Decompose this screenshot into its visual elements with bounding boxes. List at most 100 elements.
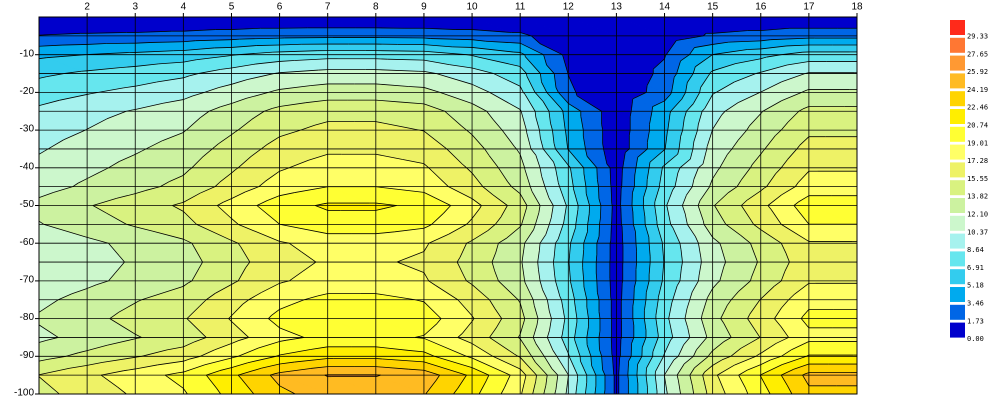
contour-line (218, 134, 232, 145)
contour-line (183, 29, 216, 32)
contour-line (186, 117, 201, 131)
contour-line (697, 111, 703, 125)
contour-line (762, 100, 782, 112)
contour-line (746, 190, 761, 201)
contour-line (757, 352, 761, 356)
contour-line (627, 361, 630, 376)
contour-line (714, 206, 727, 225)
contour-line (542, 148, 554, 163)
contour-line (183, 95, 193, 100)
contour-line (689, 367, 695, 376)
contour-line (781, 92, 802, 101)
contour-line (485, 374, 490, 381)
contour-line (701, 299, 708, 315)
contour-line (532, 325, 538, 338)
contour-line (697, 124, 699, 131)
colorbar-swatch (950, 287, 965, 302)
contour-line (160, 180, 170, 187)
contour-line (457, 374, 467, 389)
contour-line (770, 37, 809, 41)
contour-line (775, 337, 789, 344)
contour-line (767, 205, 772, 210)
contour-line (183, 192, 201, 203)
contour-line (231, 27, 261, 30)
contour-line (598, 198, 602, 206)
contour-line (466, 167, 473, 174)
colorbar-swatch (950, 20, 965, 35)
contour-line (551, 368, 559, 376)
contour-line (120, 66, 136, 68)
x-tick-label: 2 (84, 2, 90, 13)
contour-line (288, 270, 304, 282)
contour-line (431, 212, 444, 225)
y-tick-label: -10 (20, 48, 35, 59)
contour-line (423, 27, 456, 30)
contour-line (464, 277, 467, 282)
contour-line (656, 224, 663, 243)
contour-line (38, 359, 48, 362)
contour-line (162, 132, 184, 142)
contour-line (633, 280, 637, 288)
y-tick-label: -60 (20, 237, 35, 248)
contour-line (123, 368, 136, 372)
contour-line (198, 261, 203, 269)
contour-line (537, 250, 540, 263)
contour-line (238, 337, 249, 341)
contour-line (466, 280, 473, 285)
contour-line (580, 360, 588, 376)
contour-line (261, 282, 280, 293)
contour-line (567, 75, 577, 93)
contour-line (558, 92, 569, 104)
x-tick-label: 3 (132, 2, 138, 13)
contour-line (531, 356, 536, 363)
contour-line (673, 355, 679, 361)
contour-line (511, 186, 521, 194)
contour-line (172, 205, 184, 212)
colorbar-swatch (950, 198, 965, 213)
contour-line (570, 168, 574, 187)
contour-line (726, 299, 732, 306)
contour-line (158, 61, 184, 65)
contour-line (471, 67, 494, 74)
contour-line (157, 360, 184, 366)
contour-line (799, 136, 810, 146)
contour-line (286, 337, 305, 341)
colorbar-swatch (950, 126, 965, 142)
contour-line (519, 42, 544, 56)
contour-line (668, 320, 674, 338)
contour-line (781, 349, 792, 357)
contour-line (541, 176, 546, 187)
contour-line (549, 318, 552, 331)
contour-line (539, 43, 563, 56)
contour-line (532, 299, 535, 306)
contour-line (526, 75, 536, 93)
contour-line (546, 299, 550, 312)
contour-band (808, 89, 858, 93)
contour-line (553, 143, 556, 150)
contour-line (289, 159, 309, 169)
colorbar-swatch (950, 180, 965, 196)
contour-line (760, 376, 771, 395)
contour-line (539, 167, 543, 177)
contour-band (609, 261, 617, 282)
contour-line (423, 37, 431, 39)
contour-line (396, 256, 411, 263)
contour-line (430, 38, 473, 41)
contour-line (550, 123, 553, 131)
contour-line (611, 205, 613, 223)
contour-line (516, 148, 521, 155)
contour-line (539, 280, 543, 290)
contour-band (808, 51, 858, 56)
contour-line (646, 130, 650, 143)
contour-line (693, 129, 698, 142)
contour-line (568, 244, 571, 263)
contour-line (118, 255, 125, 263)
contour-line (635, 262, 638, 270)
contour-line (781, 73, 806, 83)
contour-line (683, 111, 687, 120)
contour-line (477, 56, 521, 67)
contour-line (670, 98, 683, 112)
contour-line (674, 172, 679, 187)
contour-line (471, 357, 511, 376)
contour-line (770, 209, 782, 225)
